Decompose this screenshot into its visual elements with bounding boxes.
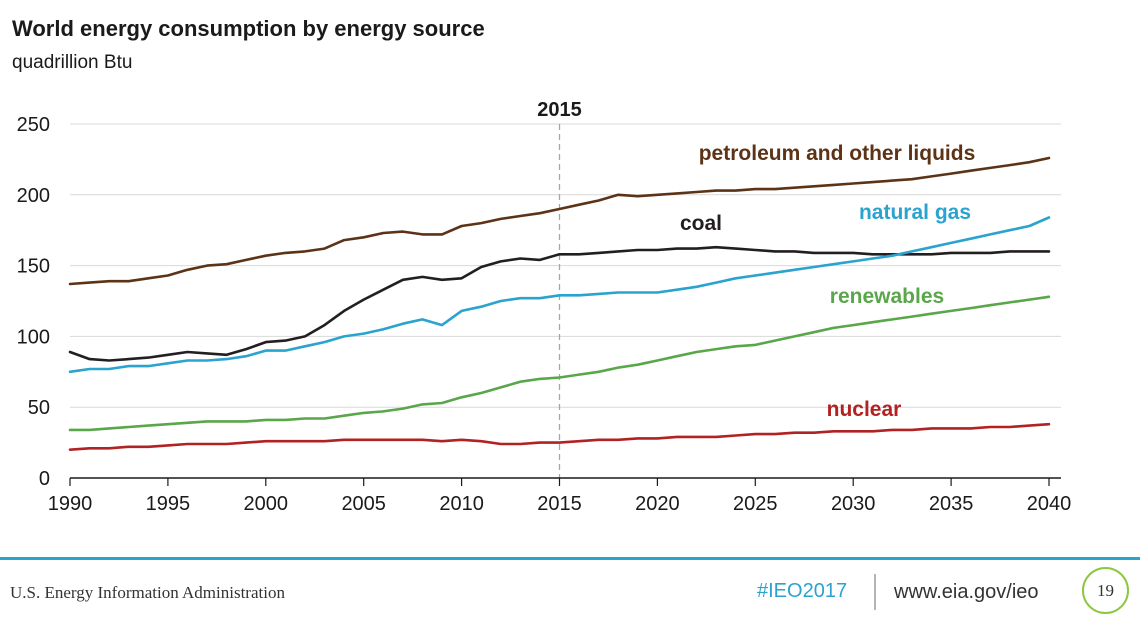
series-layer [68,156,1051,452]
series-label-renewables: renewables [830,285,944,308]
reference-line-label: 2015 [537,99,582,121]
x-tick-label: 2010 [439,493,484,515]
y-tick-label: 100 [17,326,50,348]
x-tick-label: 2000 [244,493,289,515]
x-tick-label: 2030 [831,493,876,515]
x-tick-label: 2035 [929,493,974,515]
chart-subtitle: quadrillion Btu [12,52,133,73]
series-line-renewables [68,295,1051,432]
reference-layer: 2015 [537,99,582,478]
footer-url-link[interactable]: www.eia.gov/ieo [894,581,1039,603]
series-line-nuclear [68,422,1051,452]
x-tick-label: 2005 [341,493,386,515]
series-label-natural-gas: natural gas [859,201,971,224]
y-tick-label: 150 [17,256,50,278]
page-number-badge: 19 [1082,567,1129,614]
series-line-natural-gas [68,216,1051,374]
axis-layer: 0 50 100 150 200 250 1990 1995 2000 2005 2010 2015 2… [17,114,1072,515]
series-line-petroleum-and-other-liquids [68,156,1051,286]
x-tick-label: 2020 [635,493,680,515]
y-tick-label: 200 [17,185,50,207]
grid-layer [70,123,1061,408]
x-tick-label: 2015 [537,493,582,515]
series-line-coal [68,245,1051,362]
y-tick-label: 250 [17,114,50,136]
x-tick-label: 2040 [1027,493,1072,515]
x-tick-label: 2025 [733,493,778,515]
series-label-petroleum-and-other-liquids: petroleum and other liquids [699,142,976,165]
series-label-nuclear: nuclear [827,398,902,421]
footer-organization: U.S. Energy Information Administration [10,583,285,602]
x-tick-label: 1990 [48,493,93,515]
footer-separator [874,574,876,610]
label-layer: petroleum and other liquids coal natural g… [680,142,975,421]
series-label-coal: coal [680,212,722,235]
chart-canvas: 2015 0 50 100 150 200 250 1990 1995 2000 2005 2010… [17,99,1072,515]
footer-hashtag[interactable]: #IEO2017 [757,580,848,602]
footer-divider [0,557,1140,560]
y-tick-label: 0 [39,468,50,490]
y-tick-label: 50 [28,397,50,419]
chart-title: World energy consumption by energy sourc… [12,16,485,41]
x-tick-label: 1995 [146,493,191,515]
